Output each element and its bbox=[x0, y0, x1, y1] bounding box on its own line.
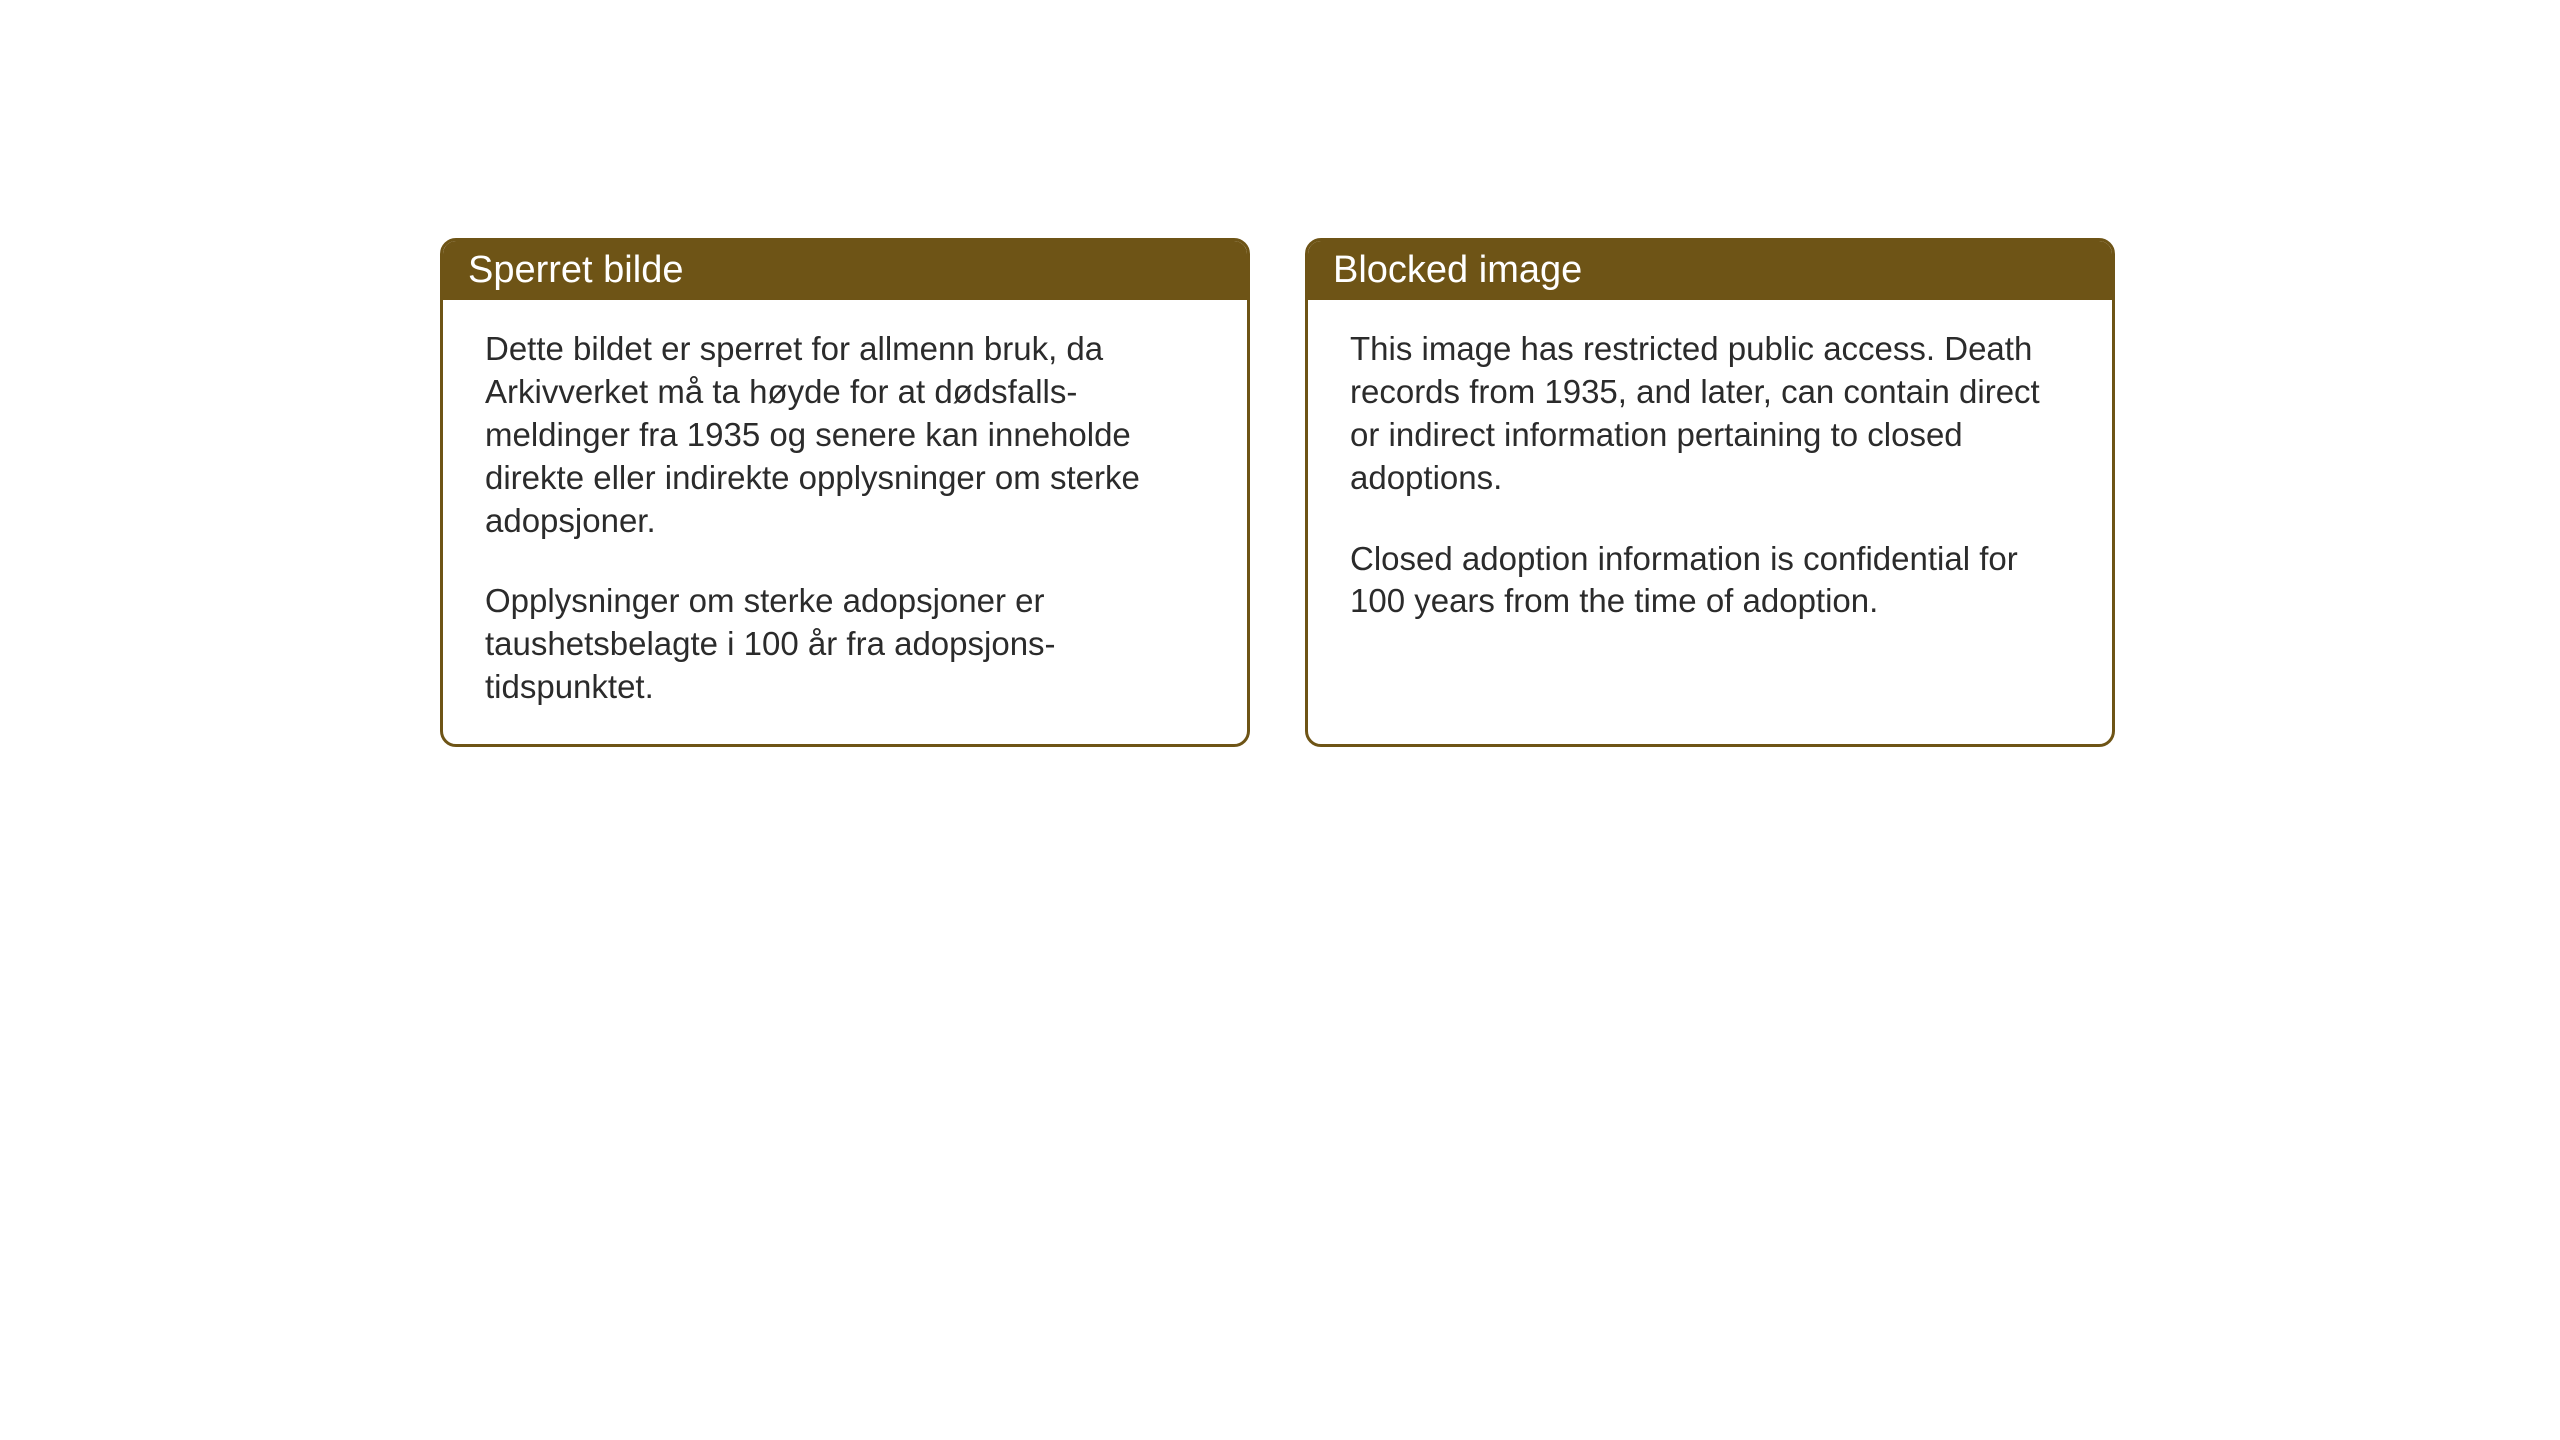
notice-body-english: This image has restricted public access.… bbox=[1308, 300, 2112, 695]
notice-title-norwegian: Sperret bilde bbox=[468, 249, 683, 291]
notice-card-english: Blocked image This image has restricted … bbox=[1305, 238, 2115, 747]
notice-title-english: Blocked image bbox=[1333, 249, 1582, 291]
notice-card-norwegian: Sperret bilde Dette bildet er sperret fo… bbox=[440, 238, 1250, 747]
notice-header-norwegian: Sperret bilde bbox=[443, 241, 1247, 300]
notice-container: Sperret bilde Dette bildet er sperret fo… bbox=[440, 238, 2115, 747]
notice-body-norwegian: Dette bildet er sperret for allmenn bruk… bbox=[443, 300, 1247, 744]
notice-paragraph-2-norwegian: Opplysninger om sterke adopsjoner er tau… bbox=[485, 580, 1205, 709]
notice-paragraph-2-english: Closed adoption information is confident… bbox=[1350, 538, 2070, 624]
notice-paragraph-1-english: This image has restricted public access.… bbox=[1350, 328, 2070, 500]
notice-header-english: Blocked image bbox=[1308, 241, 2112, 300]
notice-paragraph-1-norwegian: Dette bildet er sperret for allmenn bruk… bbox=[485, 328, 1205, 542]
